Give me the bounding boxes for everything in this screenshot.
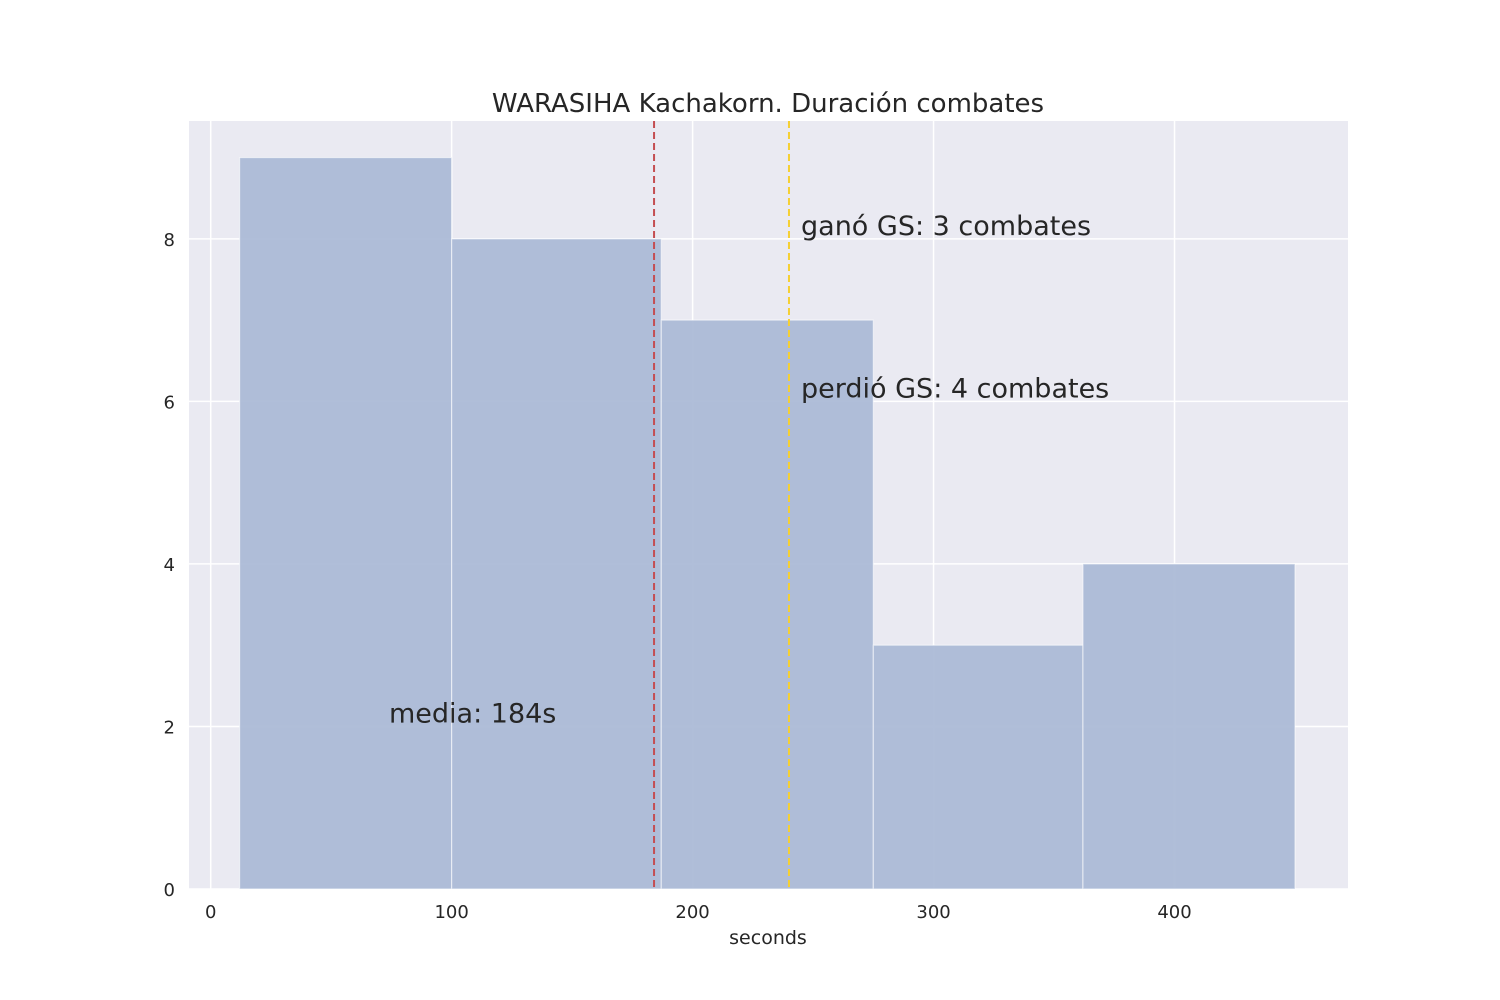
- histogram-bar: [660, 319, 874, 890]
- reference-lines: [653, 121, 790, 889]
- x-tick-label: 300: [916, 902, 950, 923]
- annotation-text: perdió GS: 4 combates: [801, 373, 1109, 404]
- annotations: ganó GS: 3 combates perdió GS: 4 combates…: [389, 211, 1109, 730]
- histogram-bar: [239, 156, 453, 890]
- histogram-bar: [872, 644, 1084, 890]
- x-axis-label: seconds: [729, 927, 807, 949]
- histogram-bars: [239, 156, 1296, 890]
- x-tick-label: 400: [1157, 902, 1191, 923]
- x-tick-label: 100: [434, 902, 468, 923]
- chart-title: WARASIHA Kachakorn. Duración combates: [492, 89, 1044, 119]
- x-tick-label: 0: [205, 902, 216, 923]
- histogram-bar: [451, 238, 662, 890]
- y-tick-labels: 0 2 4 6 8: [164, 230, 175, 901]
- y-tick-label: 8: [164, 230, 175, 251]
- annotation-text: ganó GS: 3 combates: [801, 211, 1091, 242]
- y-tick-label: 4: [164, 555, 175, 576]
- x-tick-label: 200: [675, 902, 709, 923]
- x-tick-labels: 0 100 200 300 400: [205, 902, 1192, 923]
- y-tick-label: 2: [164, 717, 175, 738]
- annotation-text: media: 184s: [389, 698, 556, 729]
- histogram-bar: [1082, 563, 1296, 890]
- y-tick-label: 0: [164, 880, 175, 901]
- y-tick-label: 6: [164, 392, 175, 413]
